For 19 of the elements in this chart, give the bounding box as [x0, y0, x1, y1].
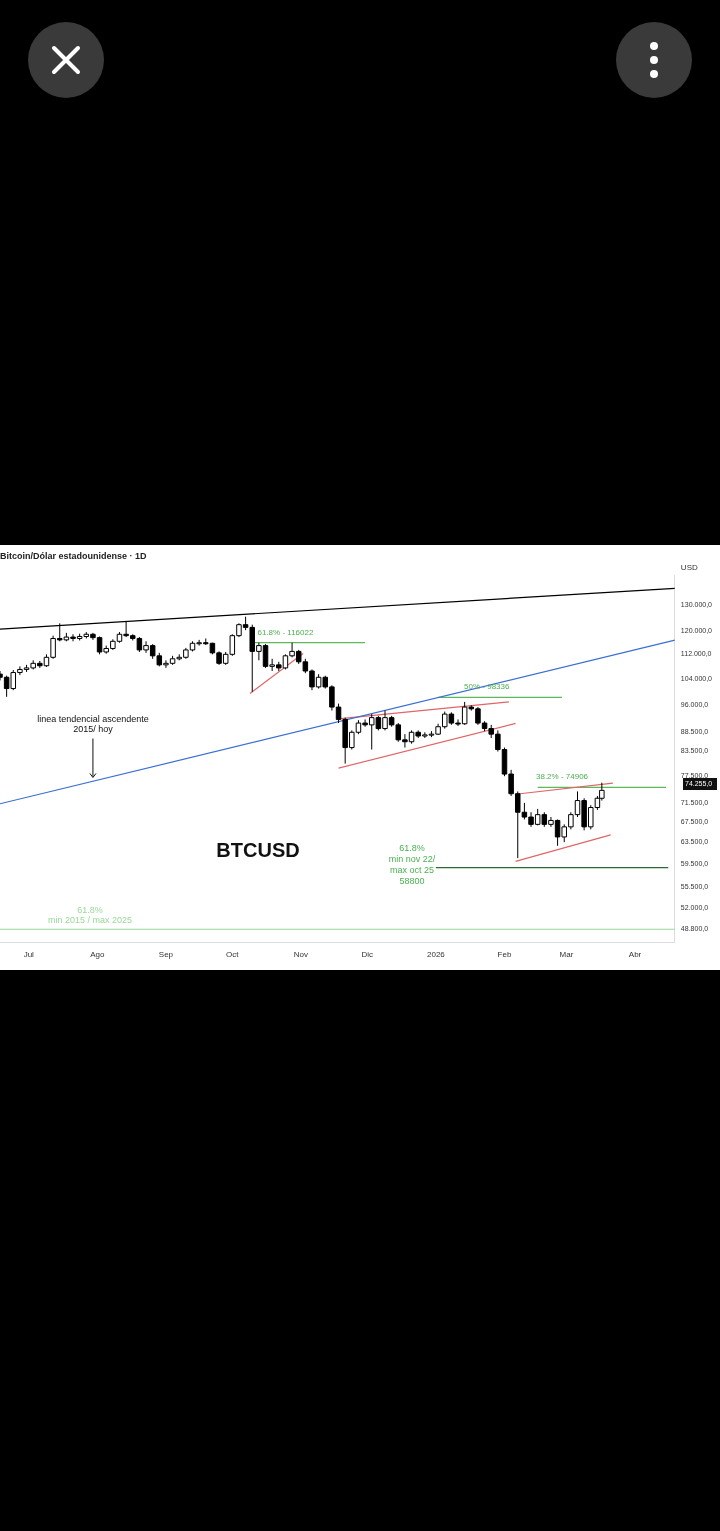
annotation: BTCUSD [216, 839, 300, 861]
x-tick-label: Sep [158, 950, 174, 960]
x-tick-label: Abr [628, 950, 642, 960]
y-axis-title: USD [680, 563, 698, 572]
annotation: linea tendencial ascendente 2015/ hoy [37, 714, 149, 735]
x-tick-label: Oct [226, 950, 240, 960]
x-tick-label: Jul [23, 950, 35, 960]
x-tick-label: Dic [361, 950, 374, 960]
x-tick-label: 2026 [426, 950, 446, 960]
chart-title: Bitcoin/Dólar estadounidense · 1D [0, 550, 148, 561]
x-tick-label: Nov [293, 950, 309, 960]
annotation: 61.8% - 116022 [257, 627, 314, 637]
annotation: 61.8% min nov 22/ max oct 25 58800 [388, 842, 436, 886]
annotation: 38.2% - 74906 [535, 772, 589, 782]
annotation: 50% - 98336 [464, 682, 511, 692]
x-tick-label: Feb [497, 950, 512, 960]
x-tick-label: Ago [90, 950, 106, 960]
ref-line-label: 61.8% min 2015 / max 2025 [47, 905, 133, 926]
x-tick-label: Mar [559, 950, 574, 960]
